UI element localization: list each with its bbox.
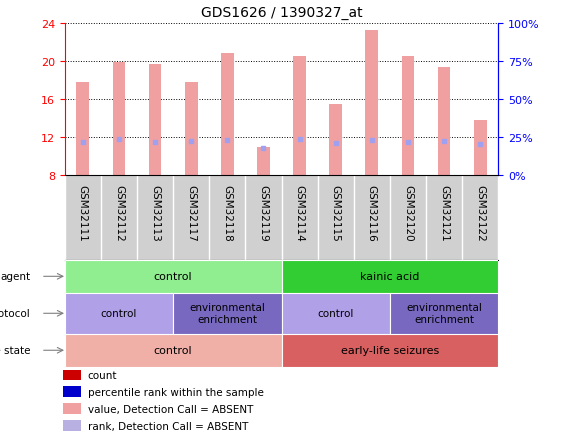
- Bar: [149, 65, 162, 176]
- Text: GSM32116: GSM32116: [367, 184, 377, 241]
- Text: GSM32120: GSM32120: [403, 184, 413, 241]
- Text: GSM32113: GSM32113: [150, 184, 160, 241]
- Text: value, Detection Call = ABSENT: value, Detection Call = ABSENT: [88, 404, 253, 414]
- Text: environmental
enrichment: environmental enrichment: [406, 303, 482, 324]
- Text: environmental
enrichment: environmental enrichment: [189, 303, 265, 324]
- Text: agent: agent: [0, 272, 30, 282]
- Bar: [401, 57, 414, 176]
- Bar: [65, 334, 282, 367]
- Text: GSM32115: GSM32115: [330, 184, 341, 241]
- Bar: [282, 260, 498, 293]
- Text: protocol: protocol: [0, 309, 30, 319]
- Text: GSM32121: GSM32121: [439, 184, 449, 241]
- Bar: [257, 147, 270, 176]
- Bar: [62, 420, 81, 431]
- Text: percentile rank within the sample: percentile rank within the sample: [88, 387, 263, 397]
- Text: rank, Detection Call = ABSENT: rank, Detection Call = ABSENT: [88, 421, 248, 431]
- Bar: [293, 57, 306, 176]
- Bar: [62, 370, 81, 381]
- Text: GSM32122: GSM32122: [475, 184, 485, 241]
- Text: control: control: [154, 345, 193, 355]
- Text: GSM32114: GSM32114: [294, 184, 305, 241]
- Text: GSM32119: GSM32119: [258, 184, 269, 241]
- Bar: [62, 403, 81, 414]
- Text: control: control: [101, 309, 137, 319]
- Bar: [365, 30, 378, 176]
- Bar: [173, 293, 282, 334]
- Bar: [282, 334, 498, 367]
- Title: GDS1626 / 1390327_at: GDS1626 / 1390327_at: [200, 6, 363, 20]
- Text: control: control: [154, 272, 193, 282]
- Bar: [113, 63, 125, 176]
- Bar: [185, 83, 198, 176]
- Text: count: count: [88, 370, 117, 380]
- Text: GSM32117: GSM32117: [186, 184, 196, 241]
- Bar: [474, 121, 486, 176]
- Text: early-life seizures: early-life seizures: [341, 345, 439, 355]
- Bar: [62, 387, 81, 398]
- Text: disease state: disease state: [0, 345, 30, 355]
- Text: GSM32112: GSM32112: [114, 184, 124, 241]
- Bar: [65, 293, 173, 334]
- Bar: [282, 293, 390, 334]
- Bar: [390, 293, 498, 334]
- Bar: [65, 260, 282, 293]
- Text: GSM32118: GSM32118: [222, 184, 233, 241]
- Bar: [221, 54, 234, 176]
- Text: GSM32111: GSM32111: [78, 184, 88, 241]
- Bar: [77, 83, 89, 176]
- Bar: [438, 68, 450, 176]
- Text: kainic acid: kainic acid: [360, 272, 419, 282]
- Bar: [329, 105, 342, 176]
- Text: control: control: [318, 309, 354, 319]
